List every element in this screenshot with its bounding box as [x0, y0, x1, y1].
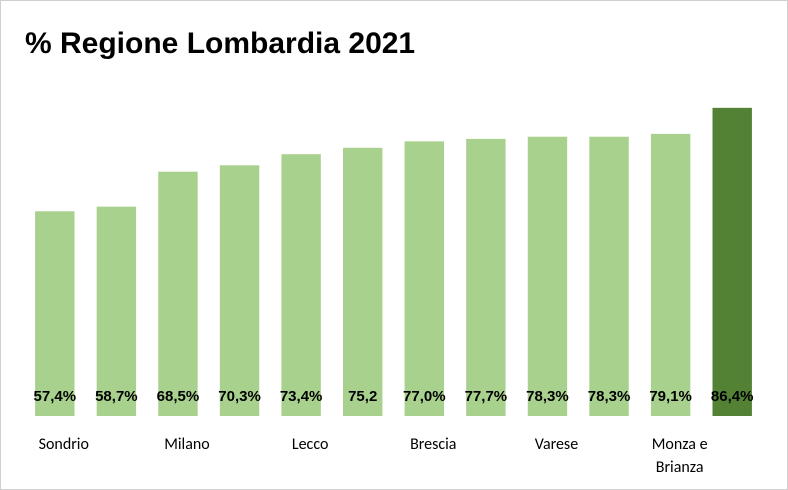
data-label: 57,4% — [34, 388, 77, 405]
bar — [589, 136, 629, 417]
data-label: 68,5% — [157, 388, 200, 405]
bar — [466, 138, 506, 416]
x-tick-label: Brescia — [410, 435, 457, 454]
bar — [281, 154, 321, 416]
bar — [158, 171, 198, 416]
chart-title: % Regione Lombardia 2021 — [25, 27, 415, 60]
bar — [527, 136, 568, 417]
x-tick-label: Lecco — [291, 435, 329, 454]
data-label: 58,7% — [95, 388, 138, 405]
x-tick-label: Monza e Brianza — [651, 435, 708, 477]
data-label: 73,4% — [280, 388, 323, 405]
x-tick-label: Sondrio — [38, 435, 89, 454]
data-label: 77,7% — [465, 388, 508, 405]
bar — [650, 133, 691, 417]
data-label: 79,1% — [649, 388, 692, 405]
bar — [35, 211, 75, 416]
data-label: 86,4% — [711, 388, 754, 405]
bar — [712, 107, 752, 416]
bar — [343, 147, 383, 416]
x-tick-label: Milano — [164, 435, 210, 454]
data-label: 78,3% — [588, 388, 631, 405]
data-label: 78,3% — [526, 388, 569, 405]
data-label: 70,3% — [218, 388, 261, 405]
bar — [404, 141, 444, 416]
x-tick-label: Varese — [534, 435, 579, 454]
data-label: 77,0% — [403, 388, 446, 405]
data-label: 75,2 — [348, 388, 377, 405]
bar — [219, 165, 260, 416]
bar — [96, 206, 137, 416]
